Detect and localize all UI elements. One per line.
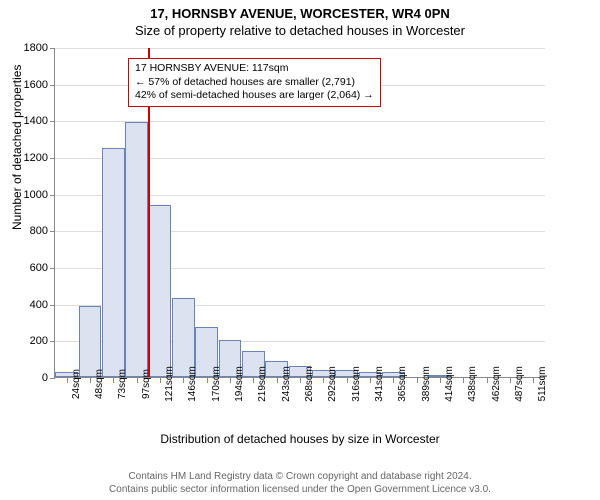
xtick-label: 511sqm xyxy=(537,367,548,402)
xtick-mark xyxy=(183,378,184,383)
gridline xyxy=(55,48,545,49)
xtick-mark xyxy=(393,378,394,383)
footer-line-2: Contains public sector information licen… xyxy=(0,484,600,497)
histogram-bar xyxy=(79,306,102,377)
xtick-mark xyxy=(277,378,278,383)
histogram-bar xyxy=(149,205,172,377)
xtick-label: 438sqm xyxy=(467,366,478,402)
xtick-mark xyxy=(253,378,254,383)
ytick-label: 1200 xyxy=(8,152,48,164)
ytick-label: 600 xyxy=(8,262,48,274)
xtick-label: 462sqm xyxy=(491,366,502,402)
footer-line-1: Contains HM Land Registry data © Crown c… xyxy=(0,471,600,484)
ytick-label: 1000 xyxy=(8,189,48,201)
histogram-bar xyxy=(102,148,125,377)
xtick-mark xyxy=(323,378,324,383)
ytick-mark xyxy=(50,268,55,269)
xtick-label: 365sqm xyxy=(397,366,408,402)
ytick-mark xyxy=(50,48,55,49)
histogram-chart: 02004006008001000120014001600180024sqm48… xyxy=(54,48,574,416)
ytick-label: 0 xyxy=(8,372,48,384)
ytick-label: 400 xyxy=(8,299,48,311)
annotation-box: 17 HORNSBY AVENUE: 117sqm ← 57% of detac… xyxy=(128,58,381,107)
ytick-label: 1400 xyxy=(8,115,48,127)
ytick-mark xyxy=(50,341,55,342)
xtick-mark xyxy=(463,378,464,383)
ytick-label: 800 xyxy=(8,225,48,237)
footer-attribution: Contains HM Land Registry data © Crown c… xyxy=(0,471,600,496)
xtick-mark xyxy=(300,378,301,383)
xtick-mark xyxy=(533,378,534,383)
xtick-mark xyxy=(440,378,441,383)
xtick-mark xyxy=(160,378,161,383)
ytick-label: 1800 xyxy=(8,42,48,54)
xtick-mark xyxy=(207,378,208,383)
ytick-label: 200 xyxy=(8,335,48,347)
ytick-mark xyxy=(50,305,55,306)
page-subtitle: Size of property relative to detached ho… xyxy=(0,21,600,38)
xtick-mark xyxy=(230,378,231,383)
xtick-label: 414sqm xyxy=(444,366,455,402)
ytick-mark xyxy=(50,195,55,196)
annotation-line-1: 17 HORNSBY AVENUE: 117sqm xyxy=(135,62,374,76)
xtick-mark xyxy=(67,378,68,383)
x-axis-label: Distribution of detached houses by size … xyxy=(0,432,600,446)
ytick-mark xyxy=(50,121,55,122)
xtick-label: 389sqm xyxy=(421,366,432,402)
xtick-mark xyxy=(137,378,138,383)
ytick-label: 1600 xyxy=(8,79,48,91)
page-title: 17, HORNSBY AVENUE, WORCESTER, WR4 0PN xyxy=(0,0,600,21)
xtick-label: 487sqm xyxy=(514,366,525,402)
annotation-line-3: 42% of semi-detached houses are larger (… xyxy=(135,89,374,103)
xtick-mark xyxy=(510,378,511,383)
xtick-mark xyxy=(417,378,418,383)
ytick-mark xyxy=(50,85,55,86)
xtick-mark xyxy=(113,378,114,383)
histogram-bar xyxy=(125,122,148,377)
histogram-bar xyxy=(172,298,195,377)
annotation-line-2: ← 57% of detached houses are smaller (2,… xyxy=(135,76,374,90)
xtick-mark xyxy=(90,378,91,383)
ytick-mark xyxy=(50,378,55,379)
xtick-mark xyxy=(487,378,488,383)
xtick-mark xyxy=(347,378,348,383)
xtick-mark xyxy=(370,378,371,383)
ytick-mark xyxy=(50,231,55,232)
ytick-mark xyxy=(50,158,55,159)
